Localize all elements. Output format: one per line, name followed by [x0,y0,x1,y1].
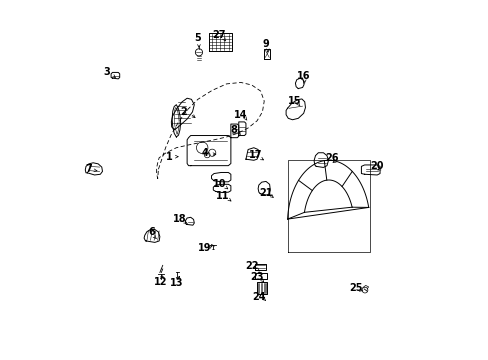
Text: 6: 6 [147,227,154,237]
Text: 23: 23 [250,272,263,282]
Text: 25: 25 [348,283,362,293]
Text: 9: 9 [262,39,269,49]
Text: 10: 10 [212,179,225,189]
Text: 26: 26 [325,153,338,163]
Text: 22: 22 [244,261,258,271]
Text: 27: 27 [212,30,225,40]
Text: 7: 7 [85,164,92,174]
Text: 14: 14 [234,111,247,121]
Text: 1: 1 [165,152,172,162]
Text: 20: 20 [370,161,383,171]
Text: 24: 24 [252,292,265,302]
Text: 19: 19 [198,243,211,253]
Text: 2: 2 [180,107,186,117]
Text: 11: 11 [216,191,229,201]
Text: 15: 15 [287,96,301,106]
Text: 16: 16 [296,71,310,81]
Text: 21: 21 [259,188,272,198]
Text: 13: 13 [169,278,183,288]
Text: 12: 12 [153,277,166,287]
Text: 17: 17 [248,150,262,160]
Text: 4: 4 [201,148,208,158]
Text: 5: 5 [194,33,201,43]
Text: 8: 8 [230,125,237,135]
Text: 18: 18 [173,215,186,224]
Text: 3: 3 [103,67,110,77]
